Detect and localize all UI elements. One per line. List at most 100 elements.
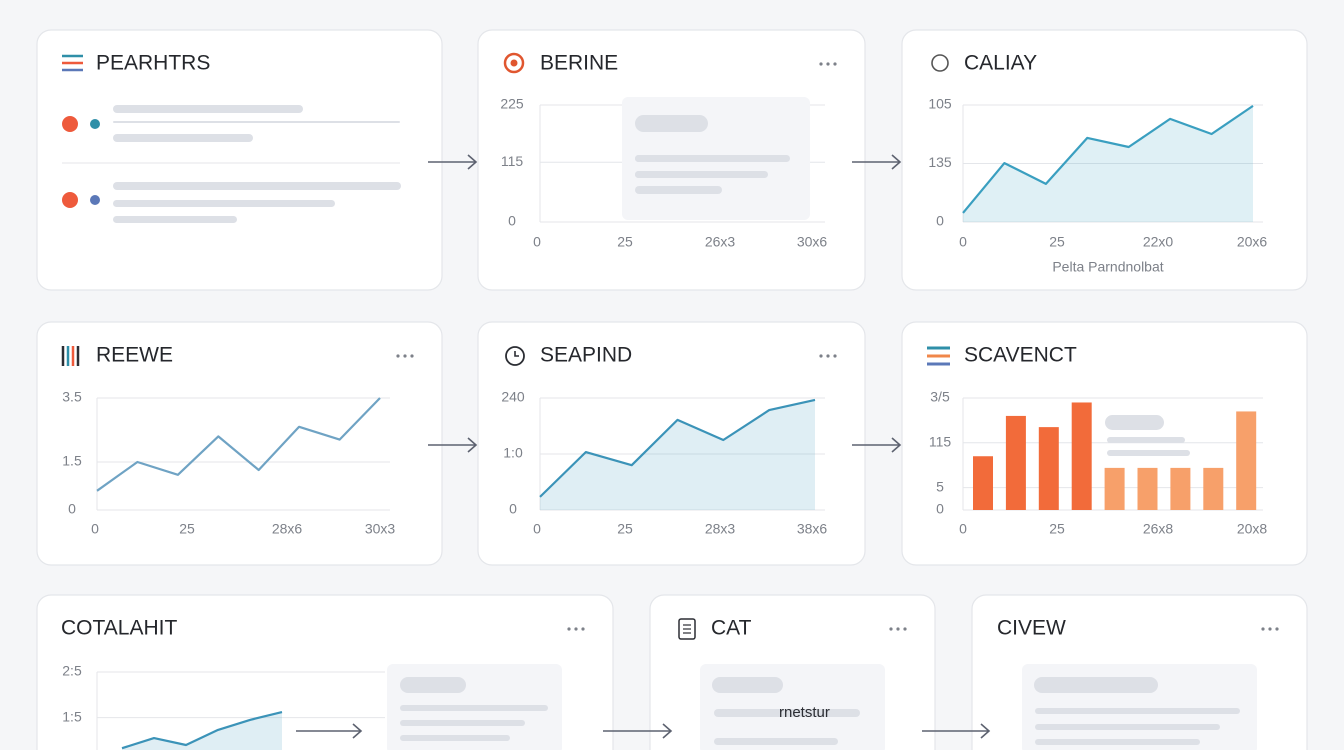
card: [901, 29, 1308, 291]
card-title: CAT: [711, 617, 752, 640]
icon: [678, 618, 696, 640]
x-tick-label: 26x3: [705, 234, 736, 250]
arrows: [296, 154, 991, 739]
more-icon: [403, 354, 407, 358]
card: [36, 321, 443, 566]
x-tick-label: 25: [617, 521, 633, 537]
status-dot: [62, 192, 78, 208]
more-icon: [833, 62, 837, 66]
placeholder: [113, 216, 237, 223]
y-tick-label: 0: [936, 501, 944, 517]
x-tick-label: 30x3: [365, 521, 396, 537]
placeholder: [1107, 437, 1185, 443]
x-tick-label: 22x0: [1143, 234, 1174, 250]
y-tick-label: 115: [929, 434, 952, 450]
y-tick-label: 0: [508, 213, 516, 229]
y-tick-label: 225: [500, 96, 524, 112]
y-tick-label: 3/5: [930, 389, 950, 405]
icon: [503, 52, 525, 74]
placeholder: [635, 186, 722, 194]
area: [540, 399, 815, 510]
y-tick-label: 135: [928, 154, 952, 170]
status-dot: [90, 195, 100, 205]
x-tick-label: 0: [533, 234, 541, 250]
x-tick-label: 20x8: [1237, 521, 1268, 537]
bar: [1236, 411, 1257, 510]
placeholder: [400, 735, 510, 741]
bar: [1071, 402, 1092, 510]
placeholder: [113, 182, 401, 190]
y-tick-label: 0: [68, 501, 76, 517]
x-tick-label: 25: [179, 521, 195, 537]
x-tick-label: 25: [1049, 234, 1065, 250]
status-dot: [62, 116, 78, 132]
y-tick-label: 2:5: [62, 663, 82, 679]
more-icon: [1268, 627, 1272, 631]
bar: [1005, 415, 1026, 510]
more-icon: [1261, 627, 1265, 631]
card-title: REEWE: [96, 344, 173, 367]
caption: Pelta Parndnolbat: [1052, 259, 1163, 275]
y-tick-label: 3.5: [62, 389, 82, 405]
bar: [1203, 467, 1224, 510]
x-tick-label: 26x8: [1143, 521, 1174, 537]
line: [96, 397, 381, 492]
status-dot: [90, 119, 100, 129]
placeholder: [1035, 724, 1220, 730]
bar: [1170, 467, 1191, 510]
x-tick-label: 28x6: [272, 521, 303, 537]
placeholder: [635, 115, 708, 132]
placeholder: [1035, 739, 1200, 745]
x-tick-label: 28x3: [705, 521, 736, 537]
more-icon: [567, 627, 571, 631]
x-tick-label: 0: [533, 521, 541, 537]
x-tick-label: 0: [91, 521, 99, 537]
placeholder: [1034, 677, 1158, 693]
card-title: COTALAHIT: [61, 617, 177, 640]
y-tick-label: 1.5: [62, 453, 82, 469]
card-title: SEAPIND: [540, 344, 632, 367]
x-tick-label: 0: [959, 521, 967, 537]
card-title: CIVEW: [997, 617, 1066, 640]
x-tick-label: 25: [617, 234, 633, 250]
y-tick-label: 105: [928, 96, 952, 112]
panel-text: rnetstur: [779, 704, 830, 721]
card-title: PEARHTRS: [96, 52, 210, 75]
more-icon: [889, 627, 893, 631]
more-icon: [581, 627, 585, 631]
y-tick-label: 115: [501, 153, 524, 169]
card-title: BERINE: [540, 52, 618, 75]
icon: [931, 54, 949, 72]
area: [963, 105, 1253, 222]
x-tick-label: 20x6: [1237, 234, 1268, 250]
placeholder: [1105, 415, 1164, 430]
more-icon: [574, 627, 578, 631]
bar: [1104, 467, 1125, 510]
placeholder: [1107, 450, 1190, 456]
placeholder: [400, 677, 466, 693]
card-title: SCAVENCT: [964, 344, 1077, 367]
x-tick-label: 0: [959, 234, 967, 250]
line: [962, 104, 1254, 214]
bar: [1137, 467, 1158, 510]
more-icon: [903, 627, 907, 631]
placeholder: [714, 738, 838, 745]
more-icon: [1275, 627, 1279, 631]
panel: [1022, 664, 1257, 750]
y-tick-label: 1:5: [62, 708, 82, 724]
bar: [973, 456, 993, 510]
more-icon: [896, 627, 900, 631]
placeholder: [712, 677, 783, 693]
more-icon: [410, 354, 414, 358]
placeholder: [635, 171, 678, 178]
x-tick-label: 25: [1049, 521, 1065, 537]
placeholder: [400, 720, 525, 726]
placeholder: [113, 134, 253, 142]
more-icon: [819, 354, 823, 358]
x-tick-label: 30x6: [797, 234, 828, 250]
placeholder: [113, 200, 335, 207]
y-tick-label: 240: [501, 389, 525, 405]
icon: [510, 59, 518, 67]
